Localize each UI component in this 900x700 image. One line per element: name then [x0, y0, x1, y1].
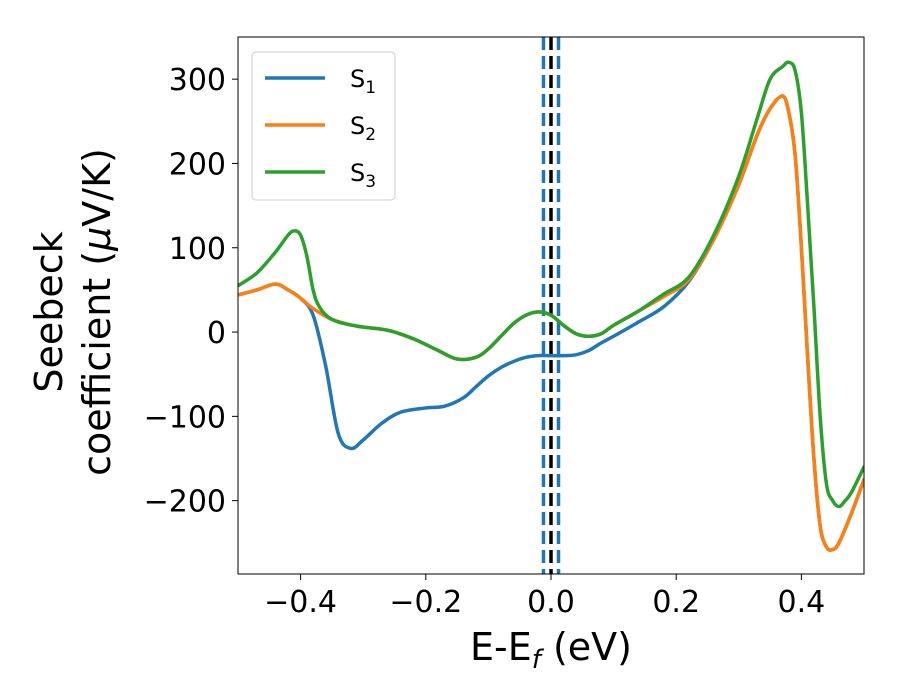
y-axis-label-prefix: coefficient ( [75, 251, 119, 476]
y-tick-label: 200 [169, 147, 226, 182]
legend-label-s1: S1 [350, 65, 376, 98]
x-axis-label: E-Ef (eV) [470, 625, 632, 675]
x-axis-label-tail: (eV) [541, 625, 632, 669]
series-line-s3 [238, 60, 864, 509]
y-tick-label: 300 [169, 63, 226, 98]
x-axis-label-main: E-E [470, 625, 532, 669]
y-tick-label: 100 [169, 232, 226, 267]
series-lines [238, 60, 864, 552]
x-tick-label: 0.0 [527, 585, 575, 620]
legend-label-s2: S2 [350, 112, 376, 145]
y-axis-label-line2: coefficient (μV/K) [75, 148, 119, 476]
y-tick-label: 0 [207, 316, 226, 351]
legend: S1 S2 S3 [251, 51, 396, 201]
x-tick-label: 0.4 [778, 585, 826, 620]
x-axis: −0.4 −0.2 0.0 0.2 0.4 [264, 574, 825, 620]
y-tick-label: −200 [144, 485, 226, 520]
reference-lines [541, 37, 561, 574]
legend-label-s3: S3 [350, 159, 376, 192]
x-tick-label: −0.4 [264, 585, 337, 620]
y-axis-label-mu: μ [75, 227, 119, 252]
x-tick-label: 0.2 [652, 585, 700, 620]
x-tick-label: −0.2 [389, 585, 462, 620]
y-tick-label: −100 [144, 400, 226, 435]
y-axis-label-line1: Seebeck [27, 231, 71, 392]
y-axis: −200 −100 0 100 200 300 [144, 63, 238, 520]
y-axis-label-suffix: V/K) [75, 148, 119, 227]
